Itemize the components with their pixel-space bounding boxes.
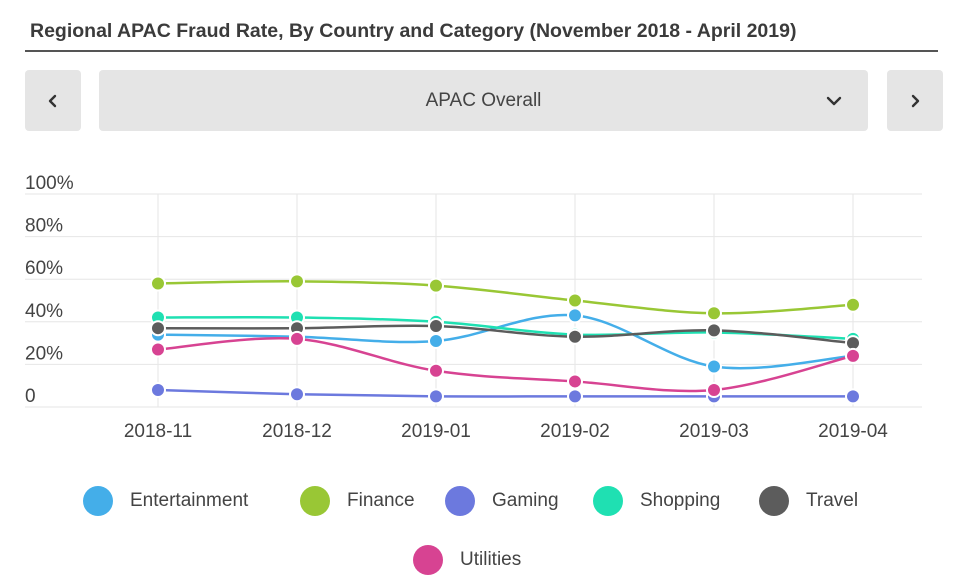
data-point-finance[interactable] xyxy=(567,292,583,309)
series-lines xyxy=(157,280,854,398)
legend-label: Travel xyxy=(806,490,859,511)
x-tick-label: 2019-01 xyxy=(401,421,471,440)
data-point-finance[interactable] xyxy=(845,296,861,313)
data-point-travel[interactable] xyxy=(428,318,444,335)
legend-label: Finance xyxy=(347,490,415,511)
x-tick-label: 2019-02 xyxy=(540,421,610,440)
data-point-gaming[interactable] xyxy=(289,386,305,403)
data-point-entertainment[interactable] xyxy=(567,307,583,324)
series-line-finance xyxy=(157,280,854,315)
series-line-travel xyxy=(157,324,854,345)
legend-swatch xyxy=(445,486,475,516)
region-select-value: APAC Overall xyxy=(425,90,542,111)
legend-swatch xyxy=(759,486,789,516)
data-point-utilities[interactable] xyxy=(567,373,583,390)
y-tick-label: 20% xyxy=(25,343,63,364)
data-point-utilities[interactable] xyxy=(845,347,861,364)
legend-item-entertainment[interactable]: Entertainment xyxy=(83,486,248,516)
chevron-down-icon xyxy=(826,96,842,106)
page-title: Regional APAC Fraud Rate, By Country and… xyxy=(30,20,797,42)
legend-label: Entertainment xyxy=(130,490,249,511)
x-axis-ticks: 2018-11 2018-12 2019-01 2019-02 2019-03 2019-… xyxy=(124,421,888,440)
legend-swatch xyxy=(83,486,113,516)
x-tick-label: 2018-11 xyxy=(124,421,192,440)
data-point-travel[interactable] xyxy=(567,328,583,345)
previous-button[interactable] xyxy=(25,70,81,131)
legend-item-travel[interactable]: Travel xyxy=(759,486,858,516)
data-point-travel[interactable] xyxy=(706,322,722,339)
y-tick-label: 40% xyxy=(25,301,63,322)
data-point-utilities[interactable] xyxy=(289,330,305,347)
data-point-gaming[interactable] xyxy=(567,388,583,405)
data-point-gaming[interactable] xyxy=(150,381,166,398)
legend-label: Shopping xyxy=(640,490,721,511)
data-point-finance[interactable] xyxy=(150,275,166,292)
x-tick-label: 2019-04 xyxy=(818,421,888,440)
fraud-rate-line-chart: 100%80%60%40%20%0 2018-11 2018-12 2019-01 2… xyxy=(25,173,922,440)
legend-item-shopping[interactable]: Shopping xyxy=(593,486,720,516)
y-tick-label: 80% xyxy=(25,216,63,237)
chart-grid xyxy=(25,193,922,408)
legend-swatch xyxy=(593,486,623,516)
legend-swatch xyxy=(300,486,330,516)
x-tick-label: 2018-12 xyxy=(262,421,332,440)
series-line-shopping xyxy=(157,315,854,341)
legend-label: Utilities xyxy=(460,549,522,570)
y-axis-ticks: 100% 80% 60% 40% 20% 0 xyxy=(25,173,74,407)
next-button[interactable] xyxy=(887,70,943,131)
data-point-utilities[interactable] xyxy=(706,381,722,398)
series-line-entertainment xyxy=(157,313,854,370)
x-tick-label: 2019-03 xyxy=(679,421,749,440)
y-tick-label: 60% xyxy=(25,258,63,279)
title-divider xyxy=(25,50,938,52)
data-point-utilities[interactable] xyxy=(150,341,166,358)
data-point-finance[interactable] xyxy=(289,273,305,290)
region-select[interactable]: APAC Overall xyxy=(99,70,868,131)
chevron-right-icon xyxy=(911,94,920,107)
legend-label: Gaming xyxy=(492,490,559,511)
data-point-utilities[interactable] xyxy=(428,362,444,379)
legend-item-gaming[interactable]: Gaming xyxy=(445,486,559,516)
data-point-gaming[interactable] xyxy=(845,388,861,405)
series-points xyxy=(150,273,861,405)
legend-item-utilities[interactable]: Utilities xyxy=(413,545,521,575)
legend-item-finance[interactable]: Finance xyxy=(300,486,415,516)
series-line-utilities xyxy=(157,337,854,393)
series-line-gaming xyxy=(157,388,853,398)
data-point-finance[interactable] xyxy=(706,305,722,322)
data-point-entertainment[interactable] xyxy=(706,358,722,375)
data-point-entertainment[interactable] xyxy=(428,332,444,349)
y-tick-label: 0 xyxy=(25,386,36,407)
data-point-finance[interactable] xyxy=(428,277,444,294)
data-point-gaming[interactable] xyxy=(428,388,444,405)
chevron-left-icon xyxy=(48,94,57,107)
y-tick-label: 100% xyxy=(25,173,74,194)
data-point-travel[interactable] xyxy=(150,320,166,337)
legend-swatch xyxy=(413,545,443,575)
